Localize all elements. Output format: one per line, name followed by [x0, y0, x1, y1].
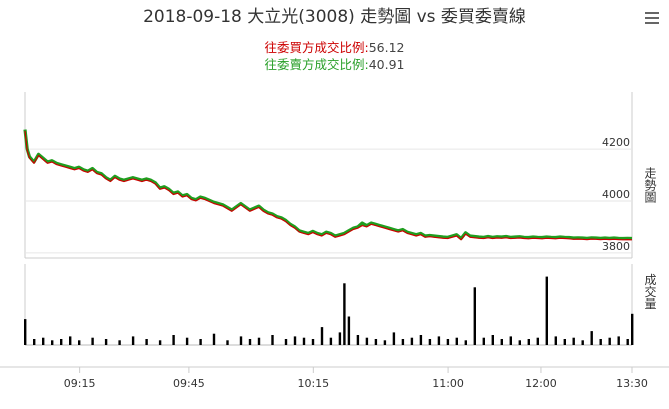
volume-bar [347, 316, 351, 345]
volume-bar [500, 339, 503, 345]
volume-bar [60, 339, 63, 345]
volume-bar [437, 336, 441, 345]
volume-bar [91, 337, 94, 345]
volume-bar [392, 332, 396, 345]
time-tick-label: 12:00 [525, 377, 557, 390]
volume-bar [311, 339, 315, 345]
volume-bar [343, 283, 346, 345]
volume-bar [320, 327, 324, 345]
volume-bar [42, 337, 45, 345]
volume-bar [491, 335, 494, 345]
volume-bar [284, 339, 288, 345]
hamburger-menu-icon[interactable] [645, 12, 659, 27]
price-axis-title: 走勢圖 [643, 167, 657, 204]
time-tick-label: 09:45 [173, 377, 205, 390]
volume-bar [631, 313, 634, 345]
volume-bar [293, 336, 297, 345]
volume-bar [383, 340, 387, 345]
volume-bar [145, 339, 148, 345]
volume-bar [338, 332, 342, 345]
volume-bar [78, 340, 81, 345]
volume-bar [536, 337, 539, 345]
volume-bar [446, 339, 450, 345]
volume-bar [104, 339, 108, 345]
buy-side-ratio-label: 往委買方成交比例: [264, 40, 369, 55]
volume-bar [581, 340, 584, 345]
volume-bar [158, 340, 162, 345]
volume-bar [626, 339, 629, 345]
volume-bar [617, 336, 620, 345]
volume-bar [455, 337, 458, 345]
volume-bar [356, 335, 360, 345]
buy-side-ratio-value: 56.12 [368, 40, 405, 55]
volume-bar [131, 336, 135, 345]
price-line-series [24, 130, 633, 241]
volume-bar [554, 336, 557, 345]
volume-bar [257, 337, 261, 345]
volume-bar [509, 336, 512, 345]
volume-bar [239, 336, 243, 345]
volume-bar [185, 337, 189, 345]
order-line-series [23, 129, 633, 241]
chart-title: 2018-09-18 大立光(3008) 走勢圖 vs 委買委賣線 [143, 7, 526, 27]
volume-bar [482, 337, 485, 345]
volume-bar [199, 339, 202, 345]
volume-bar [248, 339, 252, 345]
volume-bar [563, 339, 566, 345]
volume-bar [212, 333, 216, 345]
volume-bar [527, 339, 530, 345]
volume-bar [118, 340, 121, 345]
sell-side-ratio-value: 40.91 [368, 57, 405, 72]
price-tick-label: 3800 [602, 240, 630, 253]
volume-bar [410, 337, 414, 345]
volume-bar [69, 336, 72, 345]
volume-bar [464, 340, 467, 345]
volume-bar [572, 337, 575, 345]
volume-bar [401, 339, 405, 345]
volume-bar [419, 335, 423, 345]
buy-side-ratio: 往委買方成交比例:56.12 [0, 37, 669, 56]
volume-bar [51, 340, 54, 345]
time-tick-label: 09:15 [64, 377, 96, 390]
time-tick-label: 13:30 [616, 377, 648, 390]
time-tick-label: 11:00 [432, 377, 464, 390]
volume-bar [473, 287, 476, 345]
volume-bar [518, 340, 521, 345]
volume-bar [590, 331, 593, 345]
volume-bar [599, 339, 602, 345]
volume-axis-title: 成交量 [643, 273, 657, 309]
volume-bar [374, 339, 378, 345]
price-tick-label: 4000 [602, 188, 630, 201]
volume-bar [24, 319, 27, 345]
sell-side-ratio: 往委賣方成交比例:40.91 [0, 54, 669, 73]
sell-side-ratio-label: 往委賣方成交比例: [264, 57, 369, 72]
volume-bar [33, 339, 36, 345]
volume-bar [226, 340, 229, 345]
volume-bar [545, 276, 548, 345]
price-tick-label: 4200 [602, 136, 630, 149]
volume-bar [172, 335, 175, 345]
volume-bar [302, 337, 306, 345]
volume-bar [428, 339, 432, 345]
volume-bar [329, 337, 333, 345]
volume-bar [608, 337, 611, 345]
volume-bar [365, 337, 369, 345]
volume-bar [271, 335, 274, 345]
time-tick-label: 10:15 [297, 377, 329, 390]
